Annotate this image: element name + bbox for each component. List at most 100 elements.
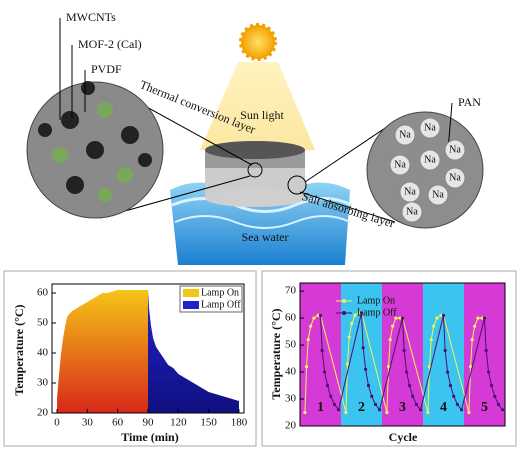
legend-swatch [342,311,346,315]
area [57,290,149,413]
y-tick-label: 40 [37,347,49,359]
area [148,290,239,413]
point [373,402,378,407]
point [405,370,409,374]
y-tick-label: 20 [285,420,297,432]
label: Sun light [240,108,284,122]
point [329,394,333,398]
zoom-spot [287,175,307,195]
legend-swatch [183,289,199,297]
point [377,408,382,412]
point [470,338,474,342]
legend-label: Lamp Off [201,299,241,310]
point [414,402,419,407]
label: MWCNTs [66,10,116,24]
x-tick-label: 30 [82,417,94,429]
zoom-line [299,191,396,223]
point [432,324,436,328]
cycle-label: 1 [317,400,324,415]
na-ion [444,167,466,189]
na-label: Na [449,144,461,155]
na-ion [419,117,441,139]
na-label: Na [406,206,418,217]
point [455,402,460,407]
plot-frame [299,282,506,427]
point [391,324,395,328]
point [418,408,423,412]
light-cone [200,62,315,150]
point [429,338,433,342]
point [400,316,405,320]
point [487,370,491,374]
legend-label: Lamp On [357,295,395,306]
x-tick-label: 0 [54,417,60,429]
point [318,313,323,317]
point [336,408,341,412]
x-axis-title: Time (min) [121,430,178,444]
point [426,410,430,415]
y-tick-label: 30 [285,393,297,405]
y-axis-title: Temperature (°C) [269,308,283,399]
point [407,383,412,388]
point [435,316,439,320]
y-tick-label: 50 [37,317,49,329]
label: MOF-2 (Cal) [78,37,142,51]
x-tick-label: 120 [170,417,187,429]
na-ions: Na Na Na Na Na Na Na Na Na [389,117,466,223]
point [411,394,415,398]
point [402,348,406,353]
point [468,365,473,369]
sun [239,23,277,61]
legend-swatch [183,301,199,309]
point [489,383,494,388]
point [306,338,310,342]
legend-label: Lamp Off [357,307,397,318]
point [482,316,487,320]
point [312,316,316,320]
point [364,367,368,371]
y-tick-label: 60 [285,312,297,324]
point [500,408,505,412]
legend-swatch [342,299,346,303]
wave [174,215,351,229]
panel [3,270,257,447]
wave [171,197,353,213]
y-tick-label: 20 [37,407,49,419]
point [304,365,309,369]
point [325,383,330,388]
na-ion [444,139,466,161]
y-tick-label: 30 [37,377,49,389]
point [448,383,453,388]
x-tick-label: 90 [143,417,155,429]
point [493,394,497,398]
na-label: Na [399,129,411,140]
point [480,316,484,320]
na-ion [419,149,441,171]
y-tick-label: 60 [37,287,49,299]
point [476,316,480,320]
na-ion [427,184,449,206]
point [394,316,398,320]
point [385,410,389,415]
x-tick-label: 150 [200,417,217,429]
cycle-label: 3 [399,400,406,415]
label: PVDF [91,62,122,76]
device-top [205,141,305,159]
point [361,346,365,350]
point [388,338,392,342]
cycle-label: 4 [440,400,447,415]
na-label: Na [449,172,461,183]
point [309,324,313,328]
point [323,370,327,374]
x-tick-label: 180 [231,417,248,429]
zoom-spot [247,162,263,178]
label: PAN [458,95,481,109]
particles [38,81,152,202]
point [370,394,374,398]
schematic: Na Na Na Na Na Na Na Na Na MWCNTs MOF-2 (Cal) PV… [26,10,484,265]
point [359,311,364,315]
